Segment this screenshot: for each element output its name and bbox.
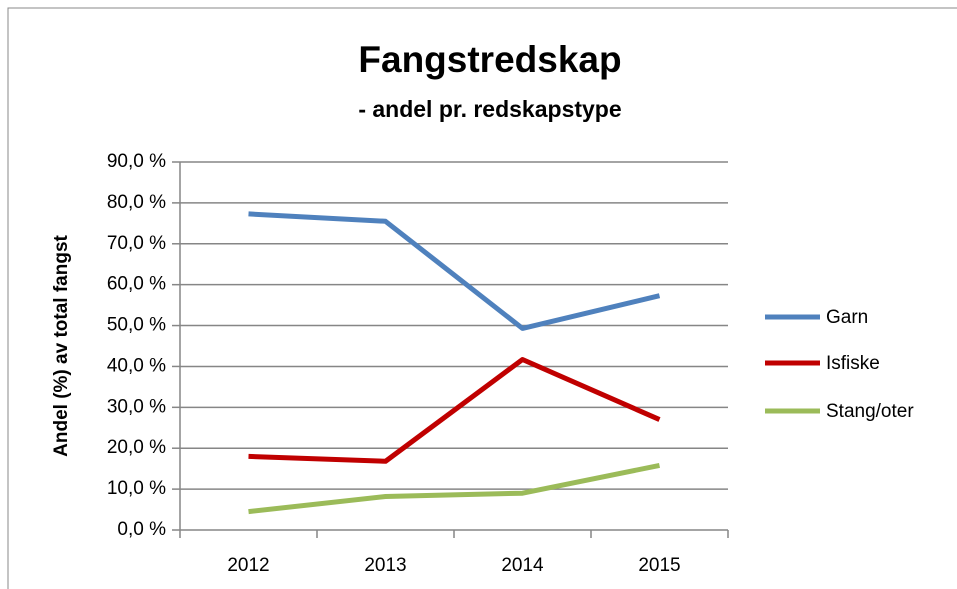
- y-tick-label: 30,0 %: [107, 396, 166, 417]
- x-tick-label: 2013: [364, 555, 406, 576]
- y-axis-label: Andel (%) av total fangst: [51, 234, 72, 456]
- chart-title: Fangstredskap: [358, 39, 621, 80]
- y-tick-label: 10,0 %: [107, 478, 166, 499]
- legend-label: Garn: [826, 307, 868, 328]
- line-series: [248, 462, 660, 515]
- y-tick-label: 50,0 %: [107, 315, 166, 336]
- legend-label: Stang/oter: [826, 401, 914, 422]
- y-tick-label: 80,0 %: [107, 192, 166, 213]
- y-tick-label: 90,0 %: [107, 151, 166, 172]
- x-tick-label: 2012: [227, 555, 269, 576]
- y-tick-label: 60,0 %: [107, 274, 166, 295]
- x-tick-label: 2014: [501, 555, 544, 576]
- y-tick-label: 40,0 %: [107, 355, 166, 376]
- chart-subtitle: - andel pr. redskapstype: [358, 96, 621, 122]
- line-series: [248, 356, 661, 464]
- y-tick-label: 20,0 %: [107, 437, 166, 458]
- legend-label: Isfiske: [826, 353, 880, 374]
- y-tick-label: 70,0 %: [107, 233, 166, 254]
- y-tick-label: 0,0 %: [117, 519, 166, 540]
- x-tick-label: 2015: [638, 555, 680, 576]
- line-series: [248, 211, 661, 331]
